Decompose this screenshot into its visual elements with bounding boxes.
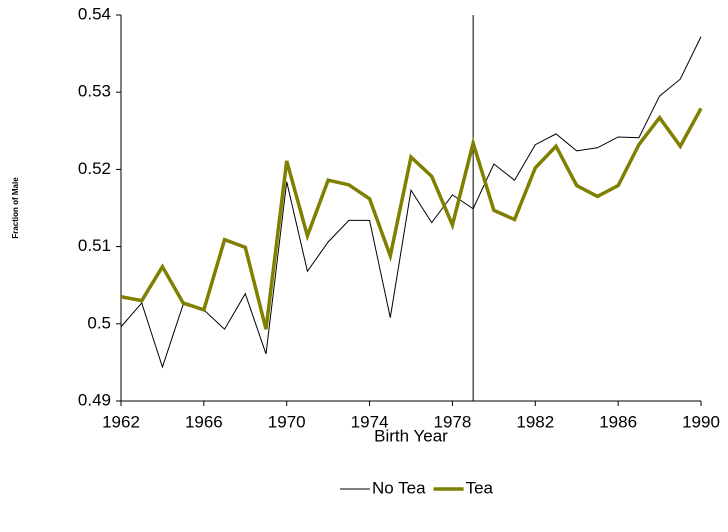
x-axis-label: Birth Year xyxy=(374,426,448,445)
y-tick-label: 0.54 xyxy=(78,4,111,23)
x-tick-label: 1982 xyxy=(516,412,554,431)
x-tick-label: 1974 xyxy=(351,412,389,431)
series-line xyxy=(120,107,703,330)
y-tick-label: 0.49 xyxy=(78,390,111,409)
x-tick-label: 1962 xyxy=(102,412,140,431)
x-tick-label: 1986 xyxy=(599,412,637,431)
x-tick-label: 1990 xyxy=(682,412,720,431)
x-tick-label: 1970 xyxy=(268,412,306,431)
legend-label: No Tea xyxy=(372,478,426,497)
legend-label: Tea xyxy=(466,478,494,497)
y-tick-label: 0.51 xyxy=(78,236,111,255)
y-tick-label: 0.5 xyxy=(87,313,111,332)
y-axis-label: Fraction of Male xyxy=(11,177,20,239)
x-tick-label: 1978 xyxy=(434,412,472,431)
y-tick-label: 0.53 xyxy=(78,82,111,101)
x-tick-label: 1966 xyxy=(185,412,223,431)
series-line xyxy=(120,36,702,369)
y-tick-label: 0.52 xyxy=(78,159,111,178)
